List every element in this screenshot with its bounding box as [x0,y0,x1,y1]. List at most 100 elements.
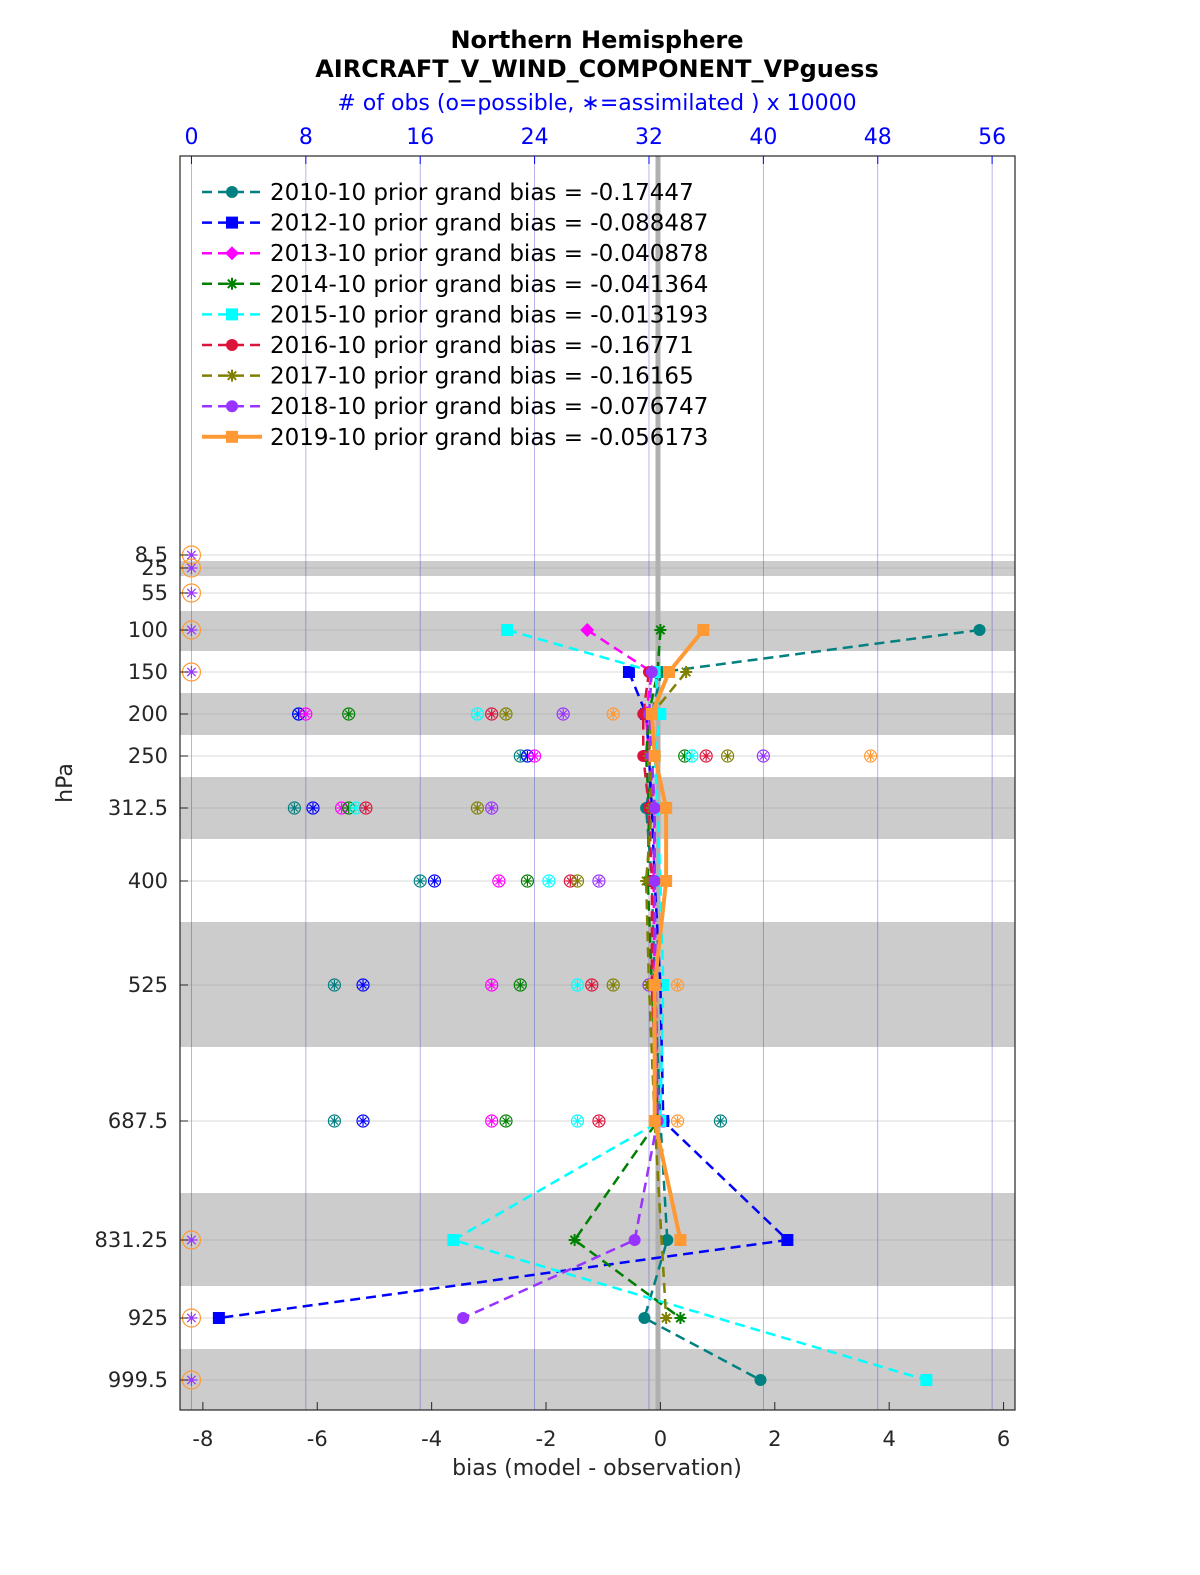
y-axis-label: hPa [53,763,78,803]
series-2019-10 [645,624,710,1246]
legend-label: 2015-10 prior grand bias = -0.013193 [270,302,708,328]
obs-assimilated-marker [289,803,300,813]
legend-entry: 2016-10 prior grand bias = -0.16771 [202,333,694,359]
legend-entry: 2012-10 prior grand bias = -0.088487 [202,211,708,237]
legend-label: 2013-10 prior grand bias = -0.040878 [270,241,708,267]
obs-possible-marker [570,874,585,888]
obs-assimilated-marker [185,666,198,678]
obs-possible-marker [527,749,542,763]
pressure-band [180,611,1015,651]
obs-assimilated-marker [429,876,440,886]
obs-possible-marker [520,874,535,888]
y-tick-label: 687.5 [108,1109,168,1133]
obs-possible-marker [485,1114,499,1128]
obs-possible-marker [606,707,620,721]
top-x-tick-label: 0 [184,125,198,150]
obs-possible-marker [356,978,370,992]
obs-assimilated-marker [672,1116,683,1126]
data-point [447,1234,460,1246]
obs-assimilated-marker [672,980,683,990]
legend-label: 2019-10 prior grand bias = -0.056173 [270,425,708,451]
y-tick-label: 100 [128,618,168,642]
data-point [680,666,693,678]
obs-assimilated-marker [701,751,712,761]
data-point [645,708,658,720]
obs-assimilated-marker [185,562,198,574]
obs-assimilated-marker [586,980,597,990]
legend-entry: 2019-10 prior grand bias = -0.056173 [202,425,708,451]
obs-assimilated-marker [515,980,526,990]
obs-possible-marker [485,801,499,815]
chart-subtitle: AIRCRAFT_V_WIND_COMPONENT_VPguess [315,55,879,83]
data-point [501,624,514,636]
x-tick-label: 0 [654,1427,667,1451]
obs-assimilated-marker [343,709,354,719]
grid-lines [180,156,1015,1410]
series-line [450,628,927,1382]
obs-assimilated-marker [486,980,497,990]
obs-possible-marker [513,978,527,992]
y-tick-label: 400 [128,869,168,893]
data-point [973,624,986,636]
obs-assimilated-marker [865,751,876,761]
obs-assimilated-marker [486,709,497,719]
y-tick-label: 150 [128,660,168,684]
obs-assimilated-marker [185,587,198,599]
y-tick-label: 312.5 [108,796,168,820]
data-point [648,802,661,814]
legend-label: 2016-10 prior grand bias = -0.16771 [270,333,694,359]
obs-assimilated-marker [522,751,533,761]
data-point [457,1312,470,1324]
y-tick-label: 999.5 [108,1368,168,1392]
x-tick-label: 2 [768,1427,781,1451]
legend-entry: 2015-10 prior grand bias = -0.013193 [202,302,708,328]
data-point [638,1312,651,1324]
obs-possible-marker [492,874,506,888]
obs-assimilated-marker [358,980,369,990]
legend-entry: 2013-10 prior grand bias = -0.040878 [202,241,708,267]
y-tick-label: 200 [128,702,168,726]
obs-assimilated-marker [415,876,426,886]
y-tick-label: 25 [141,556,168,580]
data-point [648,979,661,991]
data-point [580,623,595,637]
obs-assimilated-marker [608,709,619,719]
obs-assimilated-marker [300,709,311,719]
obs-assimilated-marker [715,1116,726,1126]
data-point [640,875,653,887]
obs-assimilated-marker [329,1116,340,1126]
obs-possible-marker [485,707,499,721]
obs-assimilated-marker [500,709,511,719]
data-point [226,216,238,229]
obs-assimilated-marker [343,803,354,813]
legend-entry: 2017-10 prior grand bias = -0.16165 [202,364,694,390]
obs-assimilated-marker [336,803,347,813]
data-point [645,666,658,678]
pressure-band [180,1349,1015,1410]
top-x-tick-label: 32 [635,125,663,150]
x-tick-label: -6 [307,1427,328,1451]
chart-title: Northern Hemisphere [450,26,743,54]
x-tick-label: 6 [997,1427,1010,1451]
obs-assimilated-marker [493,876,504,886]
y-tick-label: 525 [128,973,168,997]
obs-possible-marker [592,1114,606,1128]
data-point [674,1234,687,1246]
top-x-tick-label: 16 [406,125,434,150]
obs-assimilated-marker [522,876,533,886]
obs-possible-marker [756,749,770,763]
data-point [226,277,238,290]
obs-assimilated-marker [329,980,340,990]
obs-possible-marker [721,749,735,763]
obs-possible-marker [299,707,313,721]
series-lines [212,623,986,1386]
obs-assimilated-marker [572,980,583,990]
obs-assimilated-marker [185,1374,198,1386]
obs-possible-marker [470,801,484,815]
obs-assimilated-marker [350,803,361,813]
obs-possible-marker [570,978,585,992]
obs-assimilated-marker [358,1116,369,1126]
obs-assimilated-marker [565,876,576,886]
x-tick-label: 4 [882,1427,895,1451]
legend-label: 2014-10 prior grand bias = -0.041364 [270,272,708,298]
